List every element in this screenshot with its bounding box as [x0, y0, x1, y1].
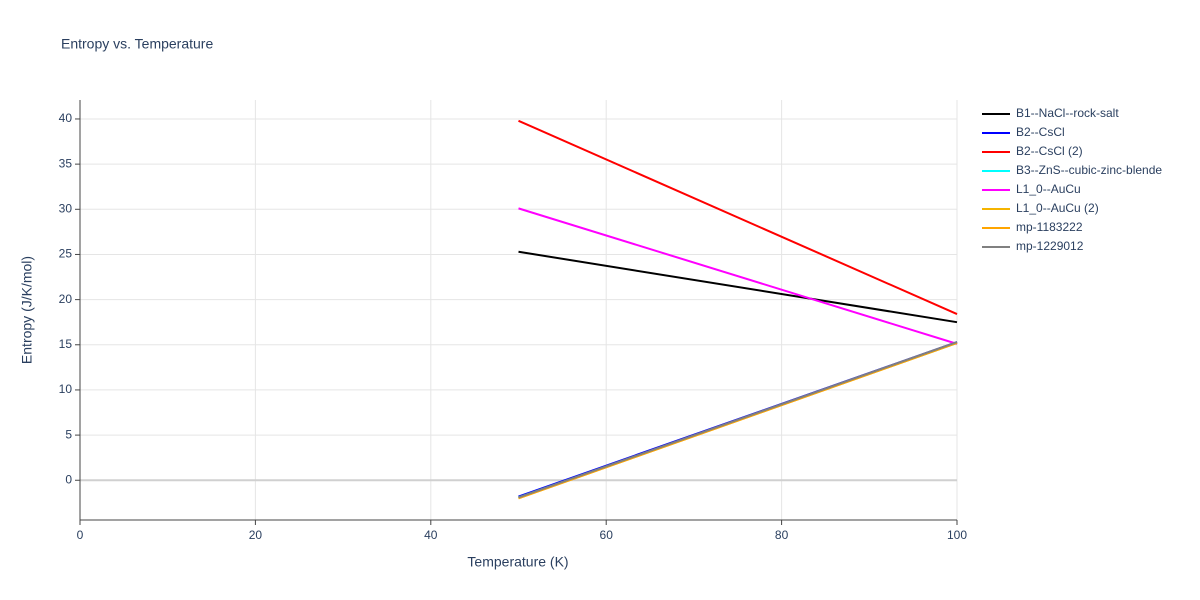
y-tick-label: 0 [65, 472, 72, 486]
series-line [518, 250, 958, 324]
x-tick-label: 0 [77, 528, 84, 542]
x-tick-label: 60 [600, 528, 614, 542]
series-line [518, 119, 958, 315]
legend-label: B2--CsCl [1016, 125, 1065, 139]
y-tick-label: 10 [59, 382, 73, 396]
y-axis-label: Entropy (J/K/mol) [19, 256, 35, 364]
y-tick-label: 15 [59, 337, 73, 351]
y-tick-label: 5 [65, 427, 72, 441]
x-axis-label: Temperature (K) [467, 554, 568, 570]
y-tick-label: 30 [59, 201, 73, 215]
legend-label: L1_0--AuCu [1016, 182, 1081, 196]
legend-label: mp-1229012 [1016, 239, 1084, 253]
y-tick-label: 25 [59, 247, 73, 261]
series-line [518, 341, 958, 499]
legend-label: B3--ZnS--cubic-zinc-blende [1016, 163, 1162, 177]
legend-label: B2--CsCl (2) [1016, 144, 1083, 158]
legend-label: B1--NaCl--rock-salt [1016, 106, 1119, 120]
series-line [518, 207, 958, 345]
x-tick-label: 40 [424, 528, 438, 542]
y-tick-label: 35 [59, 156, 73, 170]
x-tick-label: 100 [947, 528, 967, 542]
chart-title: Entropy vs. Temperature [61, 36, 213, 52]
legend-label: L1_0--AuCu (2) [1016, 201, 1099, 215]
y-tick-label: 40 [59, 111, 73, 125]
x-tick-label: 80 [775, 528, 789, 542]
legend-label: mp-1183222 [1016, 220, 1083, 234]
y-tick-label: 20 [59, 292, 73, 306]
x-tick-label: 20 [249, 528, 263, 542]
